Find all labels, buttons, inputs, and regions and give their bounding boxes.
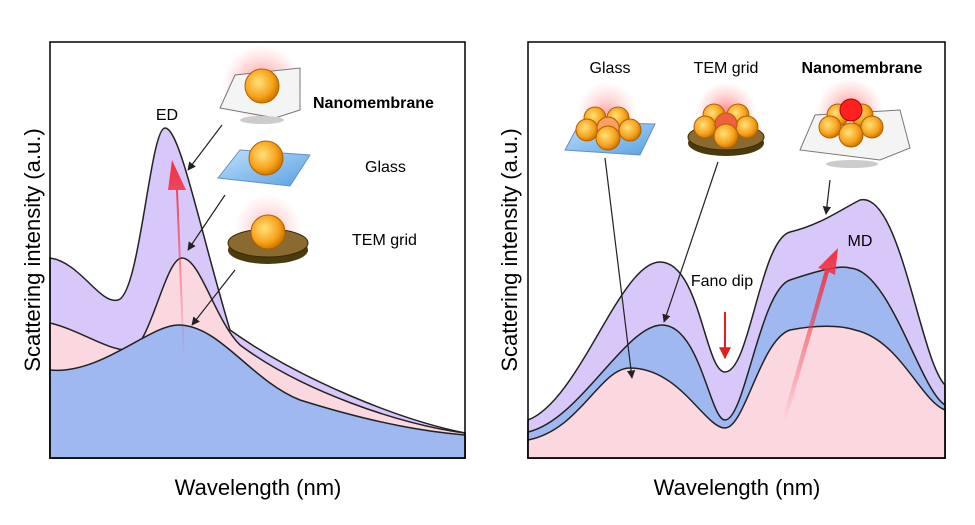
pointer	[662, 161, 719, 323]
sphere	[244, 68, 280, 104]
left-panel: ED Nanomembrane Glass TEM grid Scatterin…	[20, 41, 466, 500]
substrate-label: Nanomembrane	[802, 60, 923, 77]
sphere	[250, 214, 286, 250]
y-axis-label: Scattering intensity (a.u.)	[497, 128, 522, 371]
shadow	[240, 116, 284, 124]
substrate-label: Glass	[590, 60, 631, 77]
peak-label: ED	[156, 107, 178, 124]
dip-label: Fano dip	[691, 273, 753, 290]
sphere-cluster	[575, 106, 642, 151]
enhancement-arrow	[782, 248, 838, 422]
pointer	[187, 124, 223, 171]
x-axis-label: Wavelength (nm)	[654, 475, 821, 500]
sphere-cluster	[818, 98, 884, 148]
shadow	[826, 160, 878, 168]
pointer	[604, 157, 636, 379]
substrate-label: Glass	[365, 159, 406, 176]
frame	[49, 41, 466, 459]
right-panel: Glass TEM grid Nanomembrane Fano dip MD …	[497, 41, 946, 500]
sphere	[248, 140, 284, 176]
peak-label: MD	[848, 233, 873, 250]
pointer	[822, 179, 832, 215]
substrate-label: Nanomembrane	[313, 95, 434, 112]
pointer	[191, 269, 236, 326]
substrate-label: TEM grid	[694, 60, 759, 77]
sphere-cluster	[693, 103, 759, 149]
enhancement-arrow	[168, 160, 186, 360]
pointer	[187, 194, 226, 251]
frame	[527, 41, 946, 459]
glass-curve	[527, 325, 946, 459]
y-axis-label: Scattering intensity (a.u.)	[20, 128, 45, 371]
tem-curve	[49, 324, 466, 459]
x-axis-label: Wavelength (nm)	[175, 475, 342, 500]
substrate-label: TEM grid	[352, 232, 417, 249]
